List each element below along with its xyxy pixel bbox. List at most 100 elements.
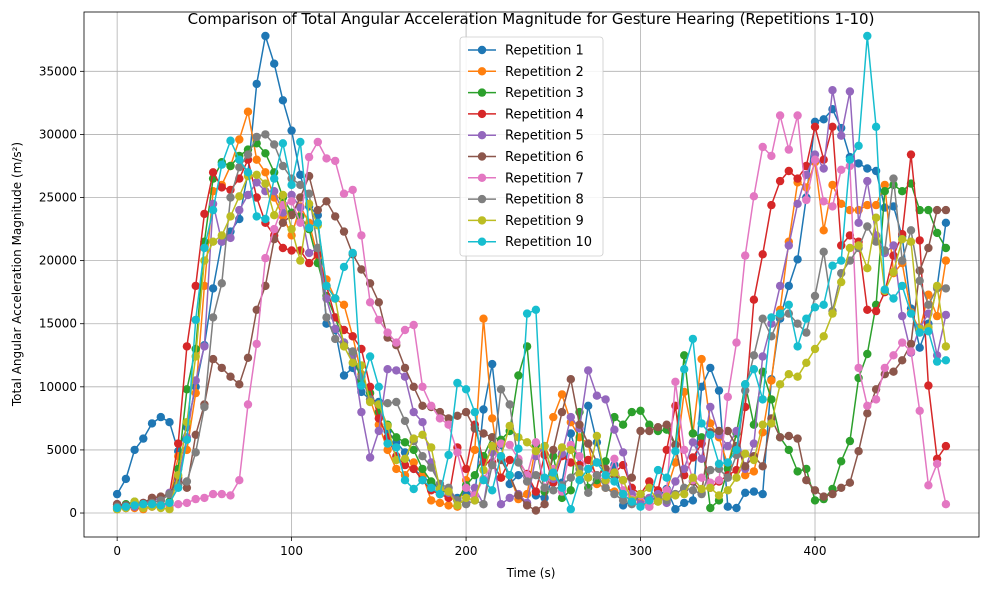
data-point — [906, 347, 916, 356]
x-tick-label: 100 — [280, 544, 303, 558]
data-point — [444, 487, 453, 496]
data-point — [706, 402, 715, 412]
data-point — [714, 491, 724, 500]
data-point — [287, 126, 296, 135]
legend-marker — [477, 131, 487, 140]
y-tick-label: 5000 — [46, 443, 77, 457]
data-point — [706, 363, 715, 373]
data-point — [427, 463, 436, 472]
data-point — [758, 489, 767, 499]
data-point — [871, 122, 881, 131]
data-point — [924, 243, 933, 253]
data-point — [182, 477, 192, 486]
data-point — [837, 131, 846, 140]
data-point — [828, 261, 837, 270]
data-point — [270, 211, 279, 220]
data-point — [723, 426, 732, 436]
data-point — [557, 493, 567, 503]
data-point — [837, 241, 846, 250]
data-point — [775, 281, 785, 291]
data-point — [680, 445, 689, 455]
data-point — [584, 401, 593, 410]
data-point — [819, 164, 828, 173]
data-point — [618, 420, 628, 429]
legend-marker — [477, 173, 487, 182]
data-point — [688, 438, 698, 447]
data-point — [243, 353, 253, 362]
data-point — [636, 502, 645, 511]
data-point — [819, 492, 828, 501]
data-point — [261, 149, 270, 158]
data-point — [915, 236, 924, 245]
data-point — [418, 476, 427, 485]
data-point — [767, 419, 776, 428]
data-point — [880, 285, 889, 294]
data-point — [845, 478, 855, 487]
data-point — [453, 448, 462, 457]
data-point — [758, 462, 767, 471]
data-point — [331, 212, 340, 221]
data-point — [924, 481, 933, 490]
y-axis-ticks: 0 5000 10000 15000 20000 25000 30000 35000 — [39, 64, 84, 520]
data-point — [793, 319, 802, 328]
data-point — [845, 231, 855, 240]
legend-item: Repetition 2 — [468, 65, 584, 80]
data-point — [706, 483, 715, 492]
data-point — [932, 459, 942, 468]
data-point — [941, 310, 951, 320]
data-point — [845, 87, 855, 96]
data-point — [400, 325, 410, 335]
data-point — [697, 382, 706, 391]
data-point — [784, 370, 793, 379]
data-point — [924, 381, 933, 390]
data-point — [627, 497, 636, 506]
data-point — [601, 395, 610, 404]
data-point — [348, 185, 357, 195]
data-point — [775, 380, 785, 389]
data-point — [112, 489, 122, 499]
data-point — [296, 193, 305, 202]
data-point — [287, 190, 296, 200]
data-point — [688, 496, 698, 505]
data-point — [505, 455, 514, 465]
legend-marker — [477, 45, 487, 55]
data-point — [662, 486, 671, 495]
data-point — [645, 426, 654, 436]
data-point — [522, 309, 532, 318]
legend-label: Repetition 6 — [505, 150, 584, 165]
data-point — [435, 489, 445, 499]
data-point — [243, 168, 253, 177]
data-point — [557, 390, 567, 399]
data-point — [400, 454, 410, 463]
data-point — [531, 447, 541, 456]
data-point — [208, 313, 218, 322]
series-line — [116, 114, 947, 509]
data-point — [671, 491, 680, 500]
data-point — [863, 305, 872, 314]
data-point — [514, 491, 523, 500]
data-point — [845, 205, 855, 215]
data-point — [828, 489, 837, 499]
data-point — [339, 227, 349, 236]
data-point — [365, 298, 375, 307]
data-point — [392, 464, 401, 474]
data-point — [601, 471, 610, 480]
data-point — [531, 487, 541, 496]
data-point — [130, 445, 139, 455]
data-point — [270, 59, 279, 68]
data-point — [828, 122, 837, 131]
data-point — [610, 425, 619, 434]
data-point — [322, 281, 331, 291]
data-point — [819, 155, 828, 164]
data-point — [636, 426, 645, 436]
data-point — [121, 474, 131, 484]
data-point — [610, 468, 619, 477]
data-point — [732, 445, 741, 455]
axes-frame — [83, 11, 980, 538]
data-point — [479, 500, 488, 509]
data-point — [339, 189, 349, 198]
data-point — [435, 498, 445, 508]
data-point — [374, 315, 383, 325]
data-point — [889, 294, 898, 303]
